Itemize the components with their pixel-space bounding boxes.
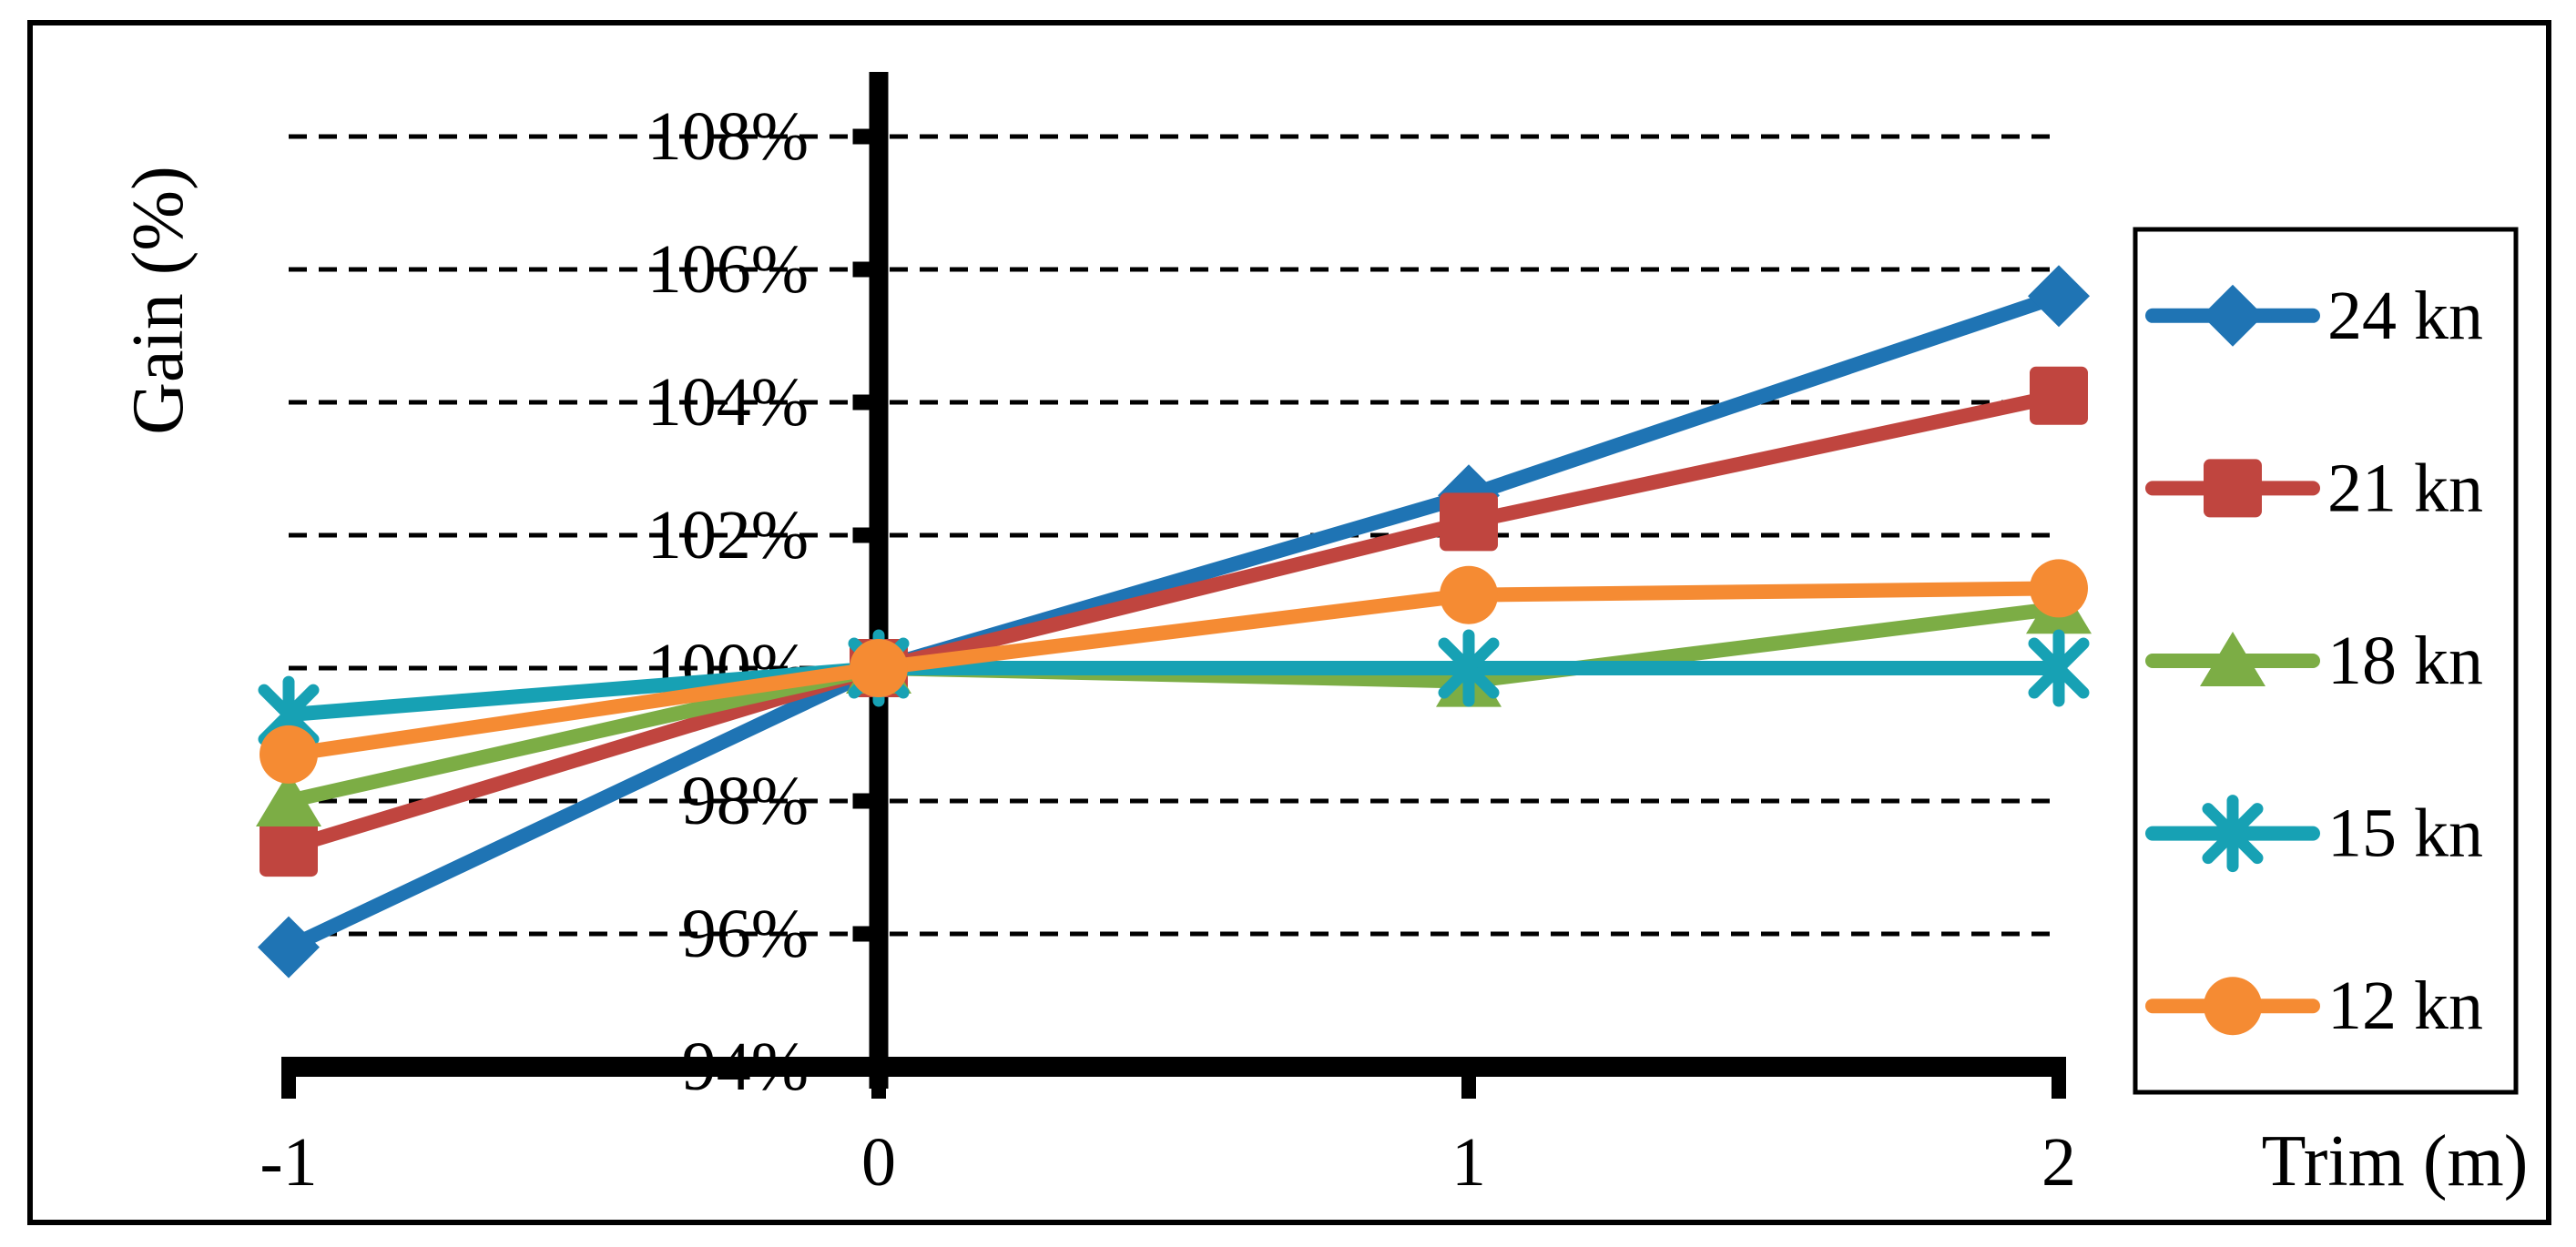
series-line-15-kn — [281, 661, 2066, 723]
marker-circle-x2 — [2030, 559, 2088, 618]
axis-text-layer: Gain (%)Trim (m)94%96%98%100%102%104%106… — [118, 98, 2528, 1201]
y-tick-98 — [852, 793, 870, 809]
y-tick-102 — [852, 527, 870, 543]
x-tick-1 — [1461, 1075, 1476, 1099]
series-15-kn — [258, 629, 2090, 754]
legend: 24 kn 21 kn 18 kn 15 kn 12 kn — [2133, 227, 2519, 1095]
y-tick-104 — [852, 394, 870, 411]
marker-circle-x-1 — [260, 725, 318, 784]
legend-item-18-kn: 18 kn — [2145, 623, 2483, 699]
legend-label-21-kn: 21 kn — [2327, 450, 2483, 526]
y-tick-94 — [852, 1059, 870, 1075]
legend-marker-diamond — [2202, 284, 2264, 347]
y-axis-line — [869, 72, 889, 1089]
marker-triangle-x-1 — [256, 772, 321, 826]
legend-item-12-kn: 12 kn — [2145, 968, 2483, 1044]
x-axis-title: Trim (m) — [2262, 1121, 2529, 1201]
x-tick-label--1: -1 — [260, 1124, 317, 1201]
y-tick-96 — [852, 926, 870, 942]
x-tick-label-0: 0 — [861, 1124, 896, 1201]
legend-marker-circle — [2204, 977, 2262, 1036]
legend-label-15-kn: 15 kn — [2327, 796, 2483, 872]
marker-asterisk-x1 — [1438, 629, 1500, 707]
x-tick-0 — [871, 1075, 886, 1099]
marker-square-x1 — [1440, 492, 1498, 552]
legend-marker-asterisk — [2202, 795, 2264, 873]
series-line-21-kn — [281, 388, 2066, 856]
x-tick-label-1: 1 — [1451, 1124, 1486, 1201]
axis-layer — [281, 72, 2066, 1099]
legend-item-15-kn: 15 kn — [2145, 795, 2483, 873]
series-12-kn — [260, 559, 2088, 784]
legend-label-12-kn: 12 kn — [2327, 968, 2483, 1044]
marker-circle-x1 — [1440, 565, 1498, 624]
series-line-12-kn — [281, 581, 2066, 762]
x-tick-label-2: 2 — [2041, 1124, 2076, 1201]
x-tick--1 — [281, 1075, 296, 1099]
marker-diamond-x2 — [2028, 265, 2090, 328]
series-line-24-kn — [281, 289, 2066, 955]
legend-item-21-kn: 21 kn — [2145, 450, 2483, 526]
legend-marker-square — [2204, 459, 2262, 518]
marker-diamond-x-1 — [258, 916, 320, 978]
marker-asterisk-x2 — [2028, 629, 2090, 707]
legend-item-24-kn: 24 kn — [2145, 278, 2483, 354]
legend-label-18-kn: 18 kn — [2327, 623, 2483, 699]
y-tick-106 — [852, 261, 870, 278]
y-axis-title: Gain (%) — [118, 166, 199, 434]
legend-label-24-kn: 24 kn — [2327, 278, 2483, 354]
marker-circle-x0 — [850, 639, 908, 697]
legend-marker-triangle — [2200, 632, 2265, 686]
y-tick-108 — [852, 128, 870, 145]
figure-border — [27, 20, 2551, 1225]
series-18-kn — [256, 579, 2092, 826]
marker-square-x-1 — [260, 818, 318, 877]
marker-square-x2 — [2030, 366, 2088, 425]
x-tick-2 — [2052, 1075, 2066, 1099]
series-24-kn — [258, 265, 2090, 978]
x-axis-line — [281, 1057, 2066, 1077]
